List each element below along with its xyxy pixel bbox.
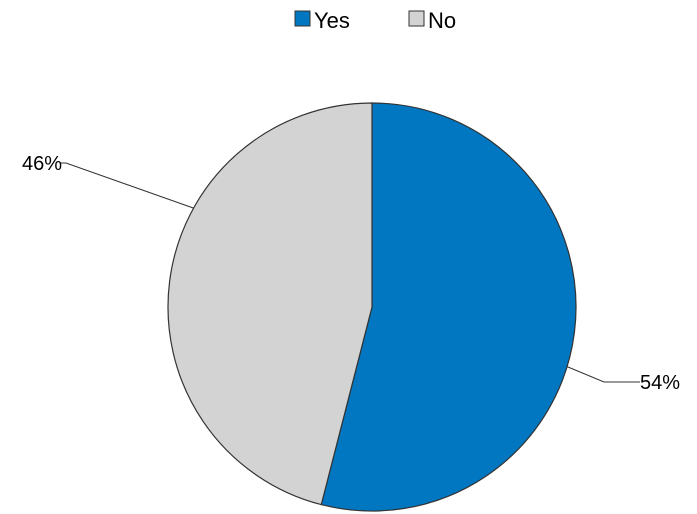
legend-label-yes: Yes <box>314 8 350 33</box>
leader-line-yes <box>566 366 640 383</box>
legend-label-no: No <box>428 8 456 33</box>
data-label-yes: 54% <box>640 372 680 394</box>
legend-swatch-yes <box>294 10 311 27</box>
pie-slice-yes <box>320 102 577 512</box>
data-labels: 54% 46% <box>22 153 680 394</box>
pie-slices <box>167 102 577 512</box>
legend-swatch-no <box>408 10 425 27</box>
pie-slice-no <box>167 102 373 506</box>
leader-line-no <box>60 162 194 209</box>
legend: Yes No <box>294 8 456 33</box>
data-label-no: 46% <box>22 153 62 175</box>
